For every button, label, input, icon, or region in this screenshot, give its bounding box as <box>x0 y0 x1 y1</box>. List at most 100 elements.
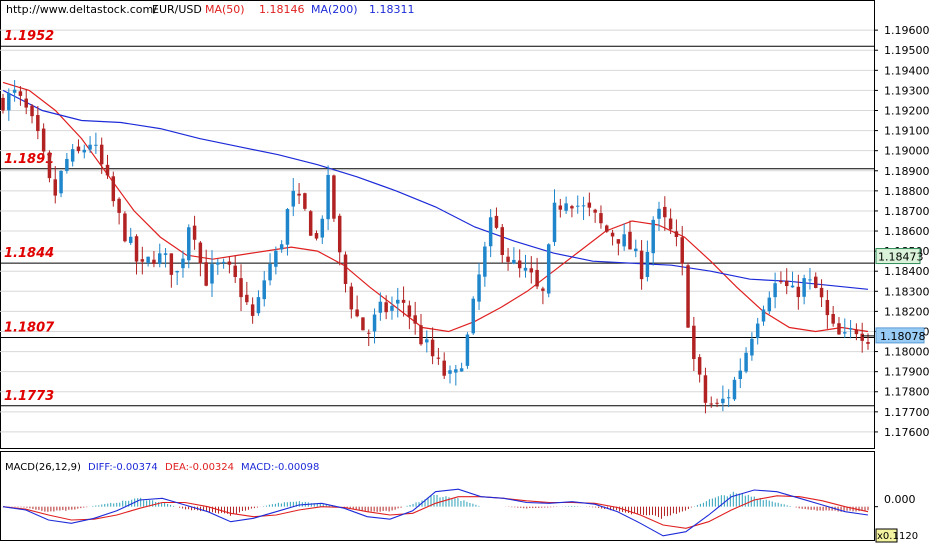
candle-body <box>198 242 203 264</box>
candle-body <box>483 246 487 277</box>
candle-body <box>24 98 28 108</box>
candle-body <box>123 213 127 242</box>
candle-body <box>70 149 75 162</box>
candle-body <box>378 301 383 313</box>
candle-body <box>488 217 493 247</box>
candle-body <box>326 174 330 220</box>
candle-body <box>854 329 859 335</box>
price-tick-label: 1.19100 <box>884 125 930 138</box>
candle-body <box>262 280 266 300</box>
candle-body <box>430 339 435 357</box>
candle-body <box>512 259 516 264</box>
price-tick-label: 1.18400 <box>884 265 930 278</box>
candle-body <box>128 236 133 243</box>
price-tick-label: 1.18000 <box>884 346 930 359</box>
candle-body <box>593 209 597 213</box>
level-label: 1.1891 <box>4 152 54 167</box>
candle-body <box>401 299 406 303</box>
level-label: 1.1952 <box>4 29 54 44</box>
level-label: 1.1844 <box>4 246 54 261</box>
candle-body <box>779 280 783 283</box>
candle-body <box>773 283 777 298</box>
price-tick-label: 1.17600 <box>884 426 930 439</box>
candle-body <box>169 253 174 275</box>
candle-body <box>99 144 104 165</box>
candle-body <box>41 128 46 152</box>
candle-body <box>366 332 371 334</box>
symbol-label: EUR/USD <box>152 3 202 16</box>
ma50-value: 1.18146 <box>259 3 305 16</box>
ma200-line <box>2 89 869 290</box>
source-label: http://www.deltastock.com/ <box>6 3 157 16</box>
candle-body <box>308 211 313 236</box>
candle-body <box>517 260 522 269</box>
candle-body <box>848 328 853 330</box>
candle-body <box>570 206 574 209</box>
candle-body <box>94 144 98 146</box>
candle-body <box>465 334 470 366</box>
candle-body <box>320 218 325 238</box>
candle-body <box>860 333 864 341</box>
candle-body <box>332 175 336 219</box>
candle-body <box>163 253 168 255</box>
price-tick-label: 1.17900 <box>884 366 930 379</box>
candle-body <box>523 267 528 271</box>
candle-body <box>250 304 255 316</box>
candle-body <box>628 231 632 250</box>
candle-body <box>47 152 52 179</box>
candle-body <box>187 227 191 261</box>
candle-body <box>361 317 365 331</box>
candle-body <box>158 253 162 264</box>
candle-body <box>755 323 760 339</box>
candle-body <box>82 149 87 153</box>
candle-body <box>88 144 92 150</box>
candle-body <box>831 313 835 324</box>
candle-body <box>686 265 690 328</box>
candle-body <box>239 278 243 298</box>
candle-body <box>767 297 772 312</box>
ma200-value: 1.18311 <box>369 3 415 16</box>
macd-panel-border <box>0 451 875 541</box>
candle-body <box>18 91 23 96</box>
candle-body <box>297 193 301 196</box>
candle-body <box>477 274 481 302</box>
candle-body <box>564 203 568 211</box>
candle-body <box>825 300 830 316</box>
candle-body <box>459 368 464 372</box>
candle-body <box>738 370 743 379</box>
candle-body <box>210 264 214 284</box>
candle-body <box>657 208 661 219</box>
macd-zero-tick: 0.000 <box>884 493 916 506</box>
candle-body <box>721 398 725 404</box>
candle-body <box>221 261 226 264</box>
candle-body <box>59 170 63 194</box>
price-tick-label: 1.18300 <box>884 285 930 298</box>
current-price-box <box>875 327 925 344</box>
candle-body <box>616 239 621 244</box>
candle-body <box>529 268 534 273</box>
candle-body <box>268 263 272 281</box>
candle-body <box>761 309 766 322</box>
candle-body <box>645 251 650 277</box>
candle-body <box>105 164 110 176</box>
candle-body <box>372 314 377 332</box>
candle-body <box>819 287 824 298</box>
candle-body <box>65 158 69 171</box>
candle-body <box>204 262 208 286</box>
candle-body <box>634 248 638 252</box>
candle-body <box>494 215 499 228</box>
candle-body <box>750 338 754 356</box>
candle-body <box>291 190 296 207</box>
candle-body <box>668 218 673 230</box>
level-label: 1.1773 <box>4 389 54 404</box>
candle-body <box>709 403 713 405</box>
candle-body <box>500 227 505 255</box>
candle-body <box>575 205 580 207</box>
ma50-label: MA(50) <box>205 3 245 16</box>
candle-body <box>726 397 731 399</box>
current-price-label: 1.18078 <box>880 330 926 343</box>
candle-body <box>30 105 34 117</box>
candle-body <box>814 276 818 288</box>
candle-body <box>448 370 452 374</box>
